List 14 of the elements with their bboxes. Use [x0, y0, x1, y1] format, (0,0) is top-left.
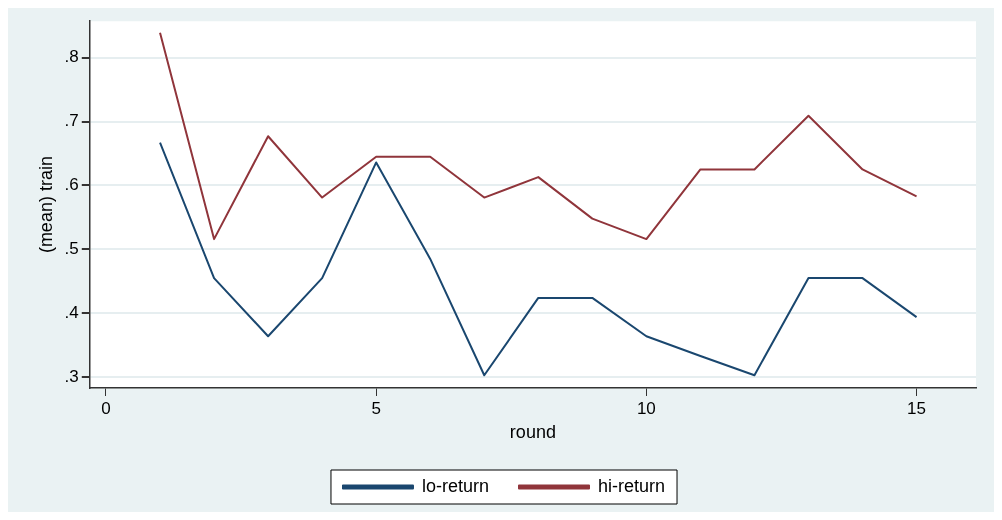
- y-tick-label: .3: [64, 366, 79, 386]
- x-tick-label: 5: [371, 398, 381, 418]
- legend-label: lo-return: [421, 475, 490, 496]
- x-axis-title: round: [509, 422, 556, 443]
- y-axis-title: (mean) train: [35, 156, 56, 254]
- y-tick-label: .7: [64, 111, 79, 131]
- y-tick-label: .4: [64, 302, 79, 322]
- legend-label: hi-return: [598, 475, 666, 496]
- y-tick-label: .8: [64, 47, 79, 67]
- x-tick-label: 0: [101, 398, 111, 418]
- y-tick-label: .6: [64, 175, 79, 195]
- y-tick-label: .5: [64, 239, 79, 259]
- x-tick-label: 10: [636, 398, 656, 418]
- x-tick-label: 15: [907, 398, 927, 418]
